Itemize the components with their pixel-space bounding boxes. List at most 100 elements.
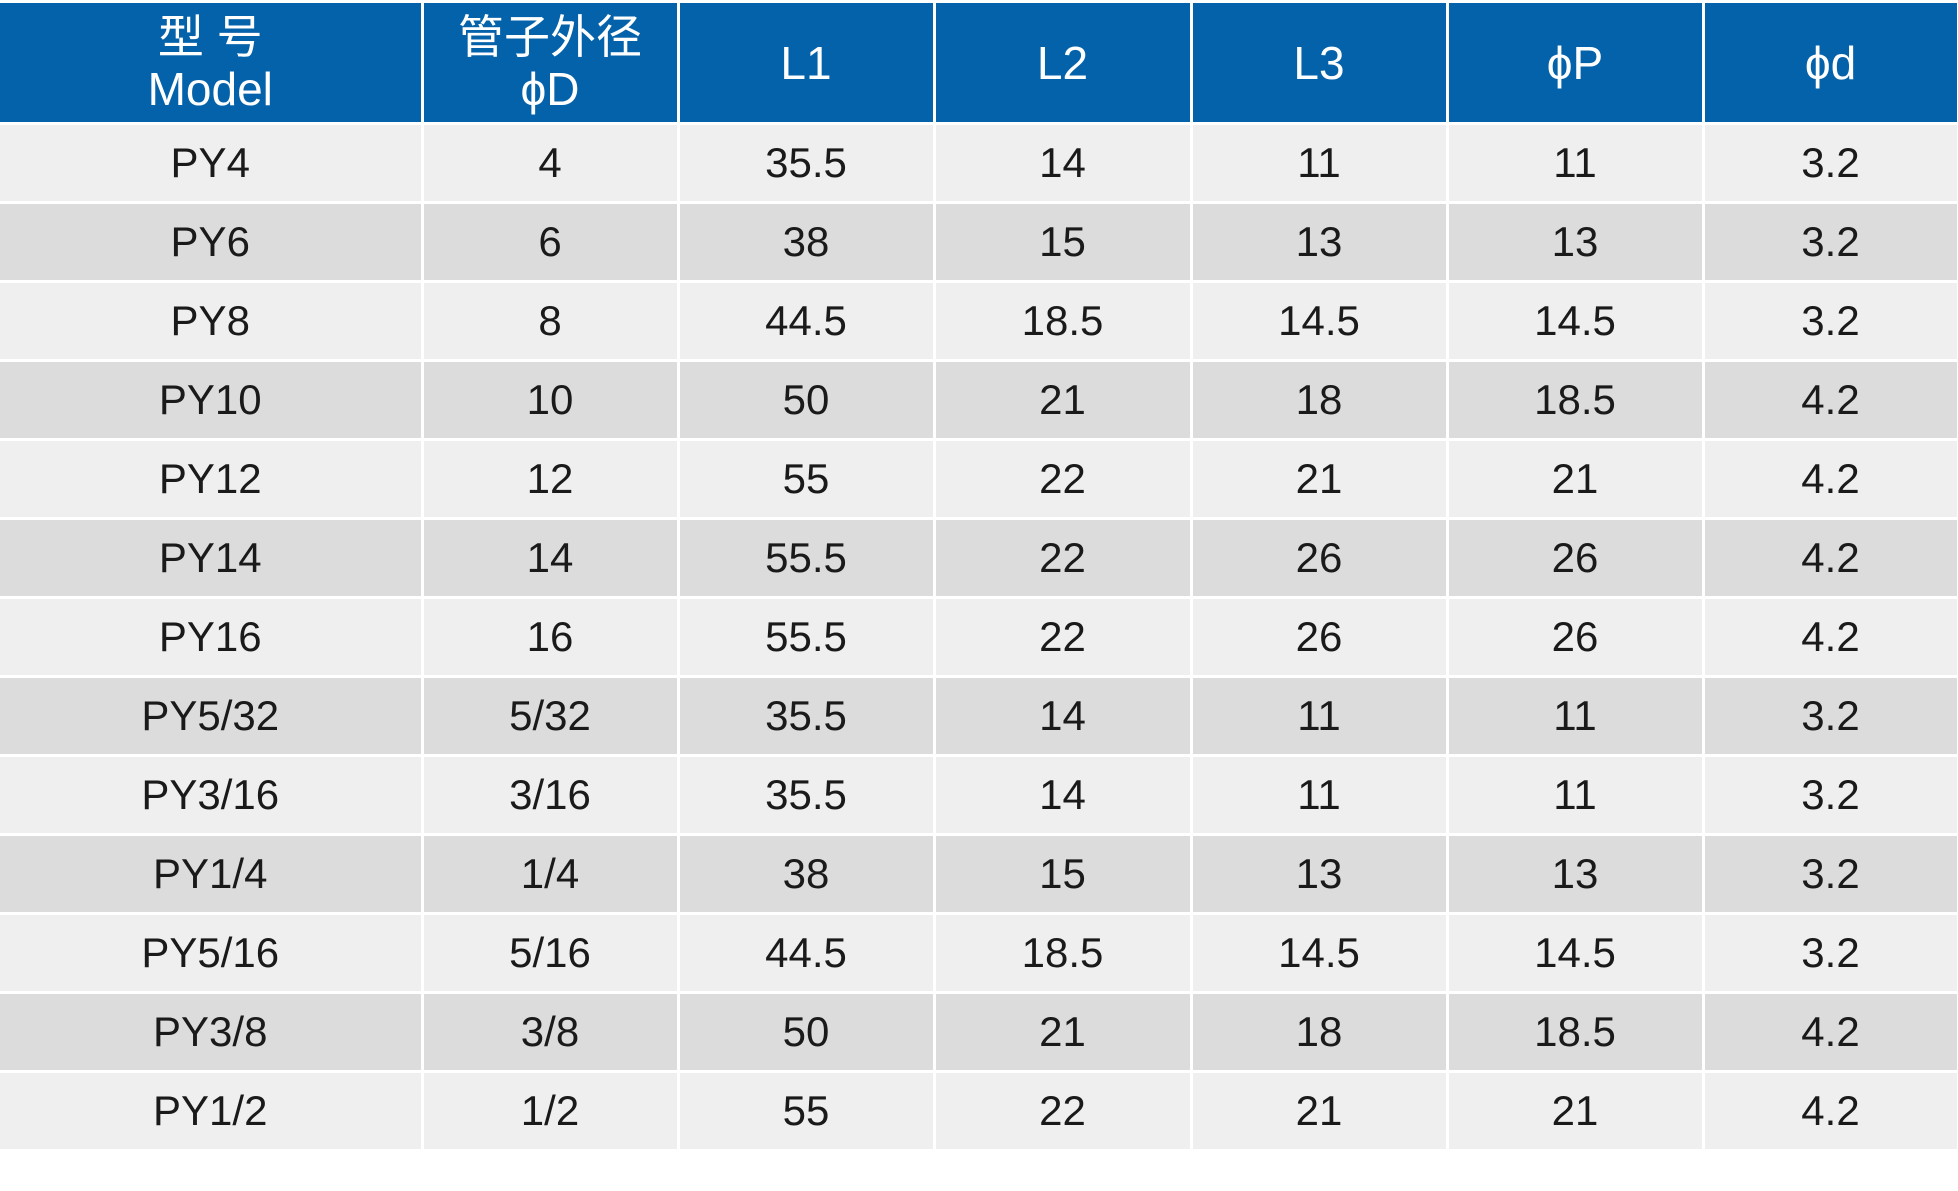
table-cell: 3.2	[1701, 675, 1958, 757]
header-text: ϕd	[1804, 36, 1857, 89]
table-cell: 3.2	[1701, 201, 1958, 283]
table-cell: 26	[1445, 517, 1705, 599]
table-cell: 18.5	[932, 280, 1193, 362]
table-cell: PY12	[0, 438, 424, 520]
table-cell: 38	[676, 833, 936, 915]
table-cell: PY16	[0, 596, 424, 678]
table-cell: PY3/16	[0, 754, 424, 836]
header-text: L1	[780, 36, 832, 89]
table-cell: 18	[1189, 359, 1449, 441]
header-text: L3	[1293, 36, 1345, 89]
table-cell: 11	[1445, 122, 1705, 204]
table-cell: PY14	[0, 517, 424, 599]
table-cell: PY6	[0, 201, 424, 283]
table-cell: 11	[1445, 675, 1705, 757]
table-cell: 1/2	[420, 1070, 680, 1152]
table-cell: 18	[1189, 991, 1449, 1073]
table-row: PY12 12 55 22 21 21 4.2	[0, 438, 1958, 520]
table-cell: 4.2	[1701, 517, 1958, 599]
table-cell: 14.5	[1445, 912, 1705, 994]
table-cell: 11	[1445, 754, 1705, 836]
table-cell: 55	[676, 438, 936, 520]
table-cell: 4.2	[1701, 1070, 1958, 1152]
table-row: PY3/16 3/16 35.5 14 11 11 3.2	[0, 754, 1958, 836]
table-cell: 1/4	[420, 833, 680, 915]
table-cell: PY10	[0, 359, 424, 441]
table-cell: 11	[1189, 675, 1449, 757]
table-cell: 5/32	[420, 675, 680, 757]
table-cell: 13	[1445, 201, 1705, 283]
table-cell: PY4	[0, 122, 424, 204]
table-cell: 14	[932, 122, 1193, 204]
header-cell: L1	[676, 0, 936, 125]
table-cell: 12	[420, 438, 680, 520]
table-row: PY5/16 5/16 44.5 18.5 14.5 14.5 3.2	[0, 912, 1958, 994]
header-text: 型 号	[157, 10, 263, 63]
table-cell: 4.2	[1701, 991, 1958, 1073]
table-cell: 50	[676, 359, 936, 441]
table-cell: 26	[1189, 596, 1449, 678]
table-cell: 35.5	[676, 122, 936, 204]
header-text: ϕD	[520, 62, 580, 115]
table-cell: 22	[932, 517, 1193, 599]
table-cell: 4.2	[1701, 596, 1958, 678]
table-cell: 4.2	[1701, 438, 1958, 520]
table-cell: 26	[1189, 517, 1449, 599]
table-cell: PY3/8	[0, 991, 424, 1073]
table-cell: 14	[932, 675, 1193, 757]
table-cell: 38	[676, 201, 936, 283]
table-cell: 8	[420, 280, 680, 362]
header-text: ϕP	[1546, 36, 1604, 89]
table-cell: 14	[932, 754, 1193, 836]
table-row: PY10 10 50 21 18 18.5 4.2	[0, 359, 1958, 441]
table-cell: 55.5	[676, 596, 936, 678]
table-cell: 35.5	[676, 754, 936, 836]
header-cell: 管子外径 ϕD	[420, 0, 680, 125]
table-cell: 3.2	[1701, 280, 1958, 362]
table-cell: 3/16	[420, 754, 680, 836]
header-cell: ϕP	[1445, 0, 1705, 125]
table-cell: PY5/32	[0, 675, 424, 757]
table-cell: 3.2	[1701, 833, 1958, 915]
table-cell: 3.2	[1701, 754, 1958, 836]
table-cell: 35.5	[676, 675, 936, 757]
table-cell: 13	[1445, 833, 1705, 915]
table-cell: 55.5	[676, 517, 936, 599]
table-cell: 16	[420, 596, 680, 678]
table-row: PY16 16 55.5 22 26 26 4.2	[0, 596, 1958, 678]
table-header: 型 号 Model 管子外径 ϕD L1 L2 L3 ϕP ϕd	[0, 0, 1958, 125]
header-text: L2	[1036, 36, 1089, 89]
table-cell: 3.2	[1701, 122, 1958, 204]
table-cell: PY1/2	[0, 1070, 424, 1152]
table-cell: 15	[932, 833, 1193, 915]
table-cell: 14	[420, 517, 680, 599]
table-row: PY1/4 1/4 38 15 13 13 3.2	[0, 833, 1958, 915]
table-cell: 11	[1189, 122, 1449, 204]
table-cell: 21	[1189, 438, 1449, 520]
table-cell: 18.5	[1445, 991, 1705, 1073]
table-cell: 26	[1445, 596, 1705, 678]
table-cell: 14.5	[1189, 280, 1449, 362]
table-cell: 55	[676, 1070, 936, 1152]
table-row: PY8 8 44.5 18.5 14.5 14.5 3.2	[0, 280, 1958, 362]
header-cell: 型 号 Model	[0, 0, 424, 125]
table-row: PY4 4 35.5 14 11 11 3.2	[0, 122, 1958, 204]
table-cell: 3/8	[420, 991, 680, 1073]
table-row: PY14 14 55.5 22 26 26 4.2	[0, 517, 1958, 599]
table-cell: 21	[932, 359, 1193, 441]
table-cell: 13	[1189, 833, 1449, 915]
table-cell: 21	[1445, 1070, 1705, 1152]
header-text: 管子外径	[458, 10, 642, 63]
table-cell: 6	[420, 201, 680, 283]
table-cell: 11	[1189, 754, 1449, 836]
table-cell: PY1/4	[0, 833, 424, 915]
header-row: 型 号 Model 管子外径 ϕD L1 L2 L3 ϕP ϕd	[0, 0, 1958, 125]
header-text: Model	[147, 62, 273, 115]
table-body: PY4 4 35.5 14 11 11 3.2 PY6 6 38 15 13 13 3.2 PY8 8 44.5…	[0, 122, 1958, 1152]
table-cell: 22	[932, 438, 1193, 520]
table-row: PY3/8 3/8 50 21 18 18.5 4.2	[0, 991, 1958, 1073]
spec-table: 型 号 Model 管子外径 ϕD L1 L2 L3 ϕP ϕd PY4 4 35.5 14 11 11 3…	[0, 0, 1958, 1152]
table-cell: 21	[932, 991, 1193, 1073]
table-row: PY1/2 1/2 55 22 21 21 4.2	[0, 1070, 1958, 1152]
